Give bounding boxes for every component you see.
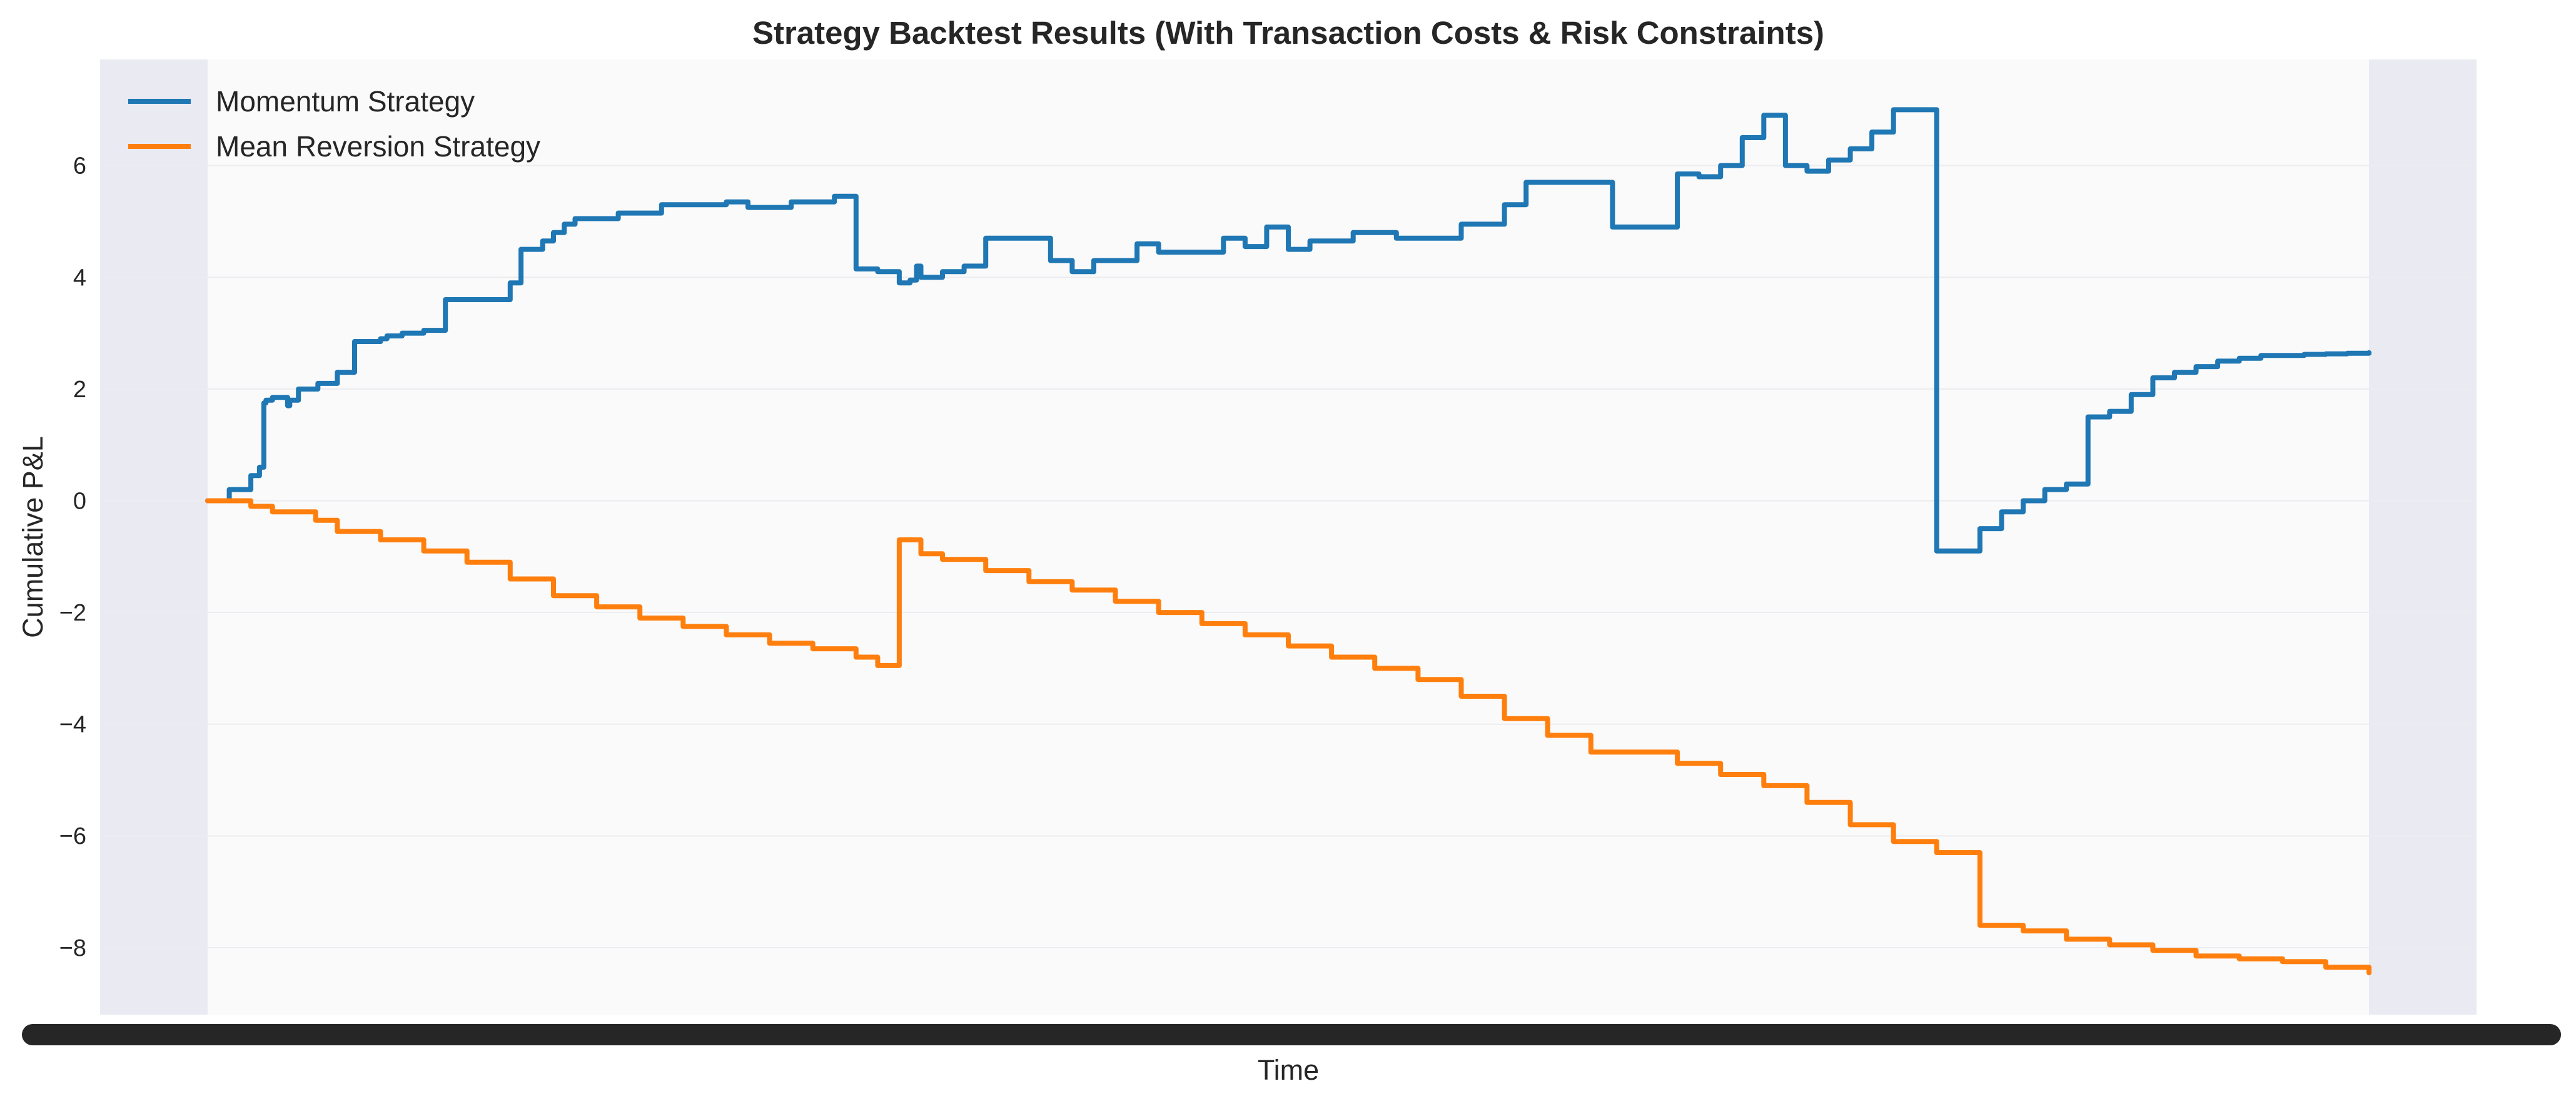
y-tick-label: 0 bbox=[73, 488, 86, 514]
x-axis-label: Time bbox=[1258, 1054, 1319, 1086]
plot-area-data-span bbox=[208, 59, 2369, 1015]
legend-entry: Mean Reversion Strategy bbox=[128, 130, 540, 163]
legend-label: Momentum Strategy bbox=[216, 85, 475, 118]
y-tick-label: 6 bbox=[73, 153, 86, 180]
x-tick-labels-overlapping bbox=[22, 1024, 2561, 1045]
series-line-1 bbox=[205, 107, 2371, 554]
y-tick-label: −2 bbox=[59, 600, 86, 626]
y-axis-label: Cumulative P&L bbox=[17, 436, 49, 638]
legend-entry: Momentum Strategy bbox=[128, 85, 475, 118]
grid-lines bbox=[100, 165, 2477, 948]
y-tick-label: −6 bbox=[59, 823, 86, 850]
y-tick-label: 4 bbox=[73, 265, 86, 291]
legend: Momentum Strategy Mean Reversion Strategy bbox=[128, 85, 540, 163]
y-tick-label: 2 bbox=[73, 377, 86, 403]
legend-label: Mean Reversion Strategy bbox=[216, 130, 540, 163]
y-tick-labels: −8 −6 −4 −2 0 2 4 6 bbox=[59, 153, 86, 961]
series-lines bbox=[205, 107, 2371, 975]
x-tick-labels bbox=[22, 1024, 2561, 1045]
chart-title: Strategy Backtest Results (With Transact… bbox=[752, 15, 1824, 51]
series-line-2 bbox=[205, 498, 2371, 975]
y-tick-label: −8 bbox=[59, 935, 86, 961]
y-tick-label: −4 bbox=[59, 712, 86, 738]
